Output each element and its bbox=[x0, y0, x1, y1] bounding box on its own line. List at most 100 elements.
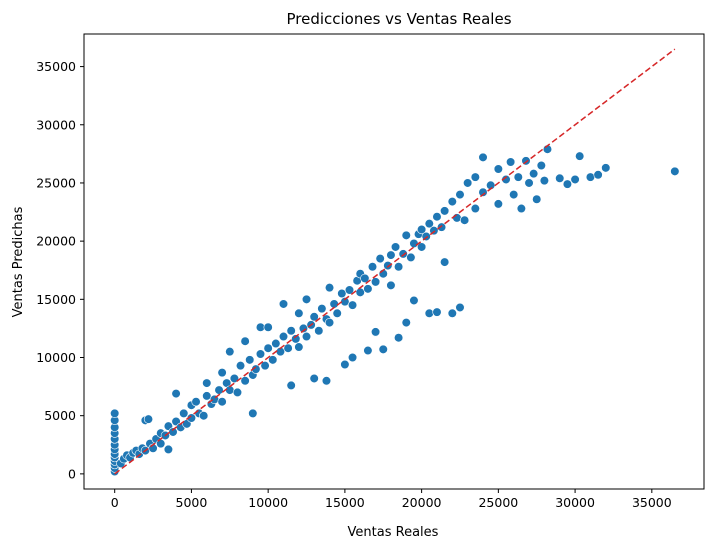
scatter-point bbox=[360, 273, 370, 283]
reference-line bbox=[114, 48, 676, 475]
scatter-point bbox=[240, 336, 250, 346]
scatter-point bbox=[294, 308, 304, 318]
scatter-point bbox=[263, 322, 273, 332]
scatter-point bbox=[401, 317, 411, 328]
scatter-point bbox=[324, 317, 335, 328]
scatter-point bbox=[394, 262, 404, 272]
x-tick-label: 30000 bbox=[555, 495, 595, 510]
plot-frame bbox=[83, 33, 705, 490]
scatter-point bbox=[268, 355, 278, 365]
y-tick-label: 20000 bbox=[36, 234, 76, 249]
scatter-point bbox=[478, 187, 488, 197]
scatter-point bbox=[601, 163, 611, 173]
scatter-point bbox=[436, 222, 447, 232]
scatter-point bbox=[278, 331, 289, 342]
scatter-point bbox=[110, 408, 120, 418]
scatter-point bbox=[447, 308, 457, 318]
scatter-point bbox=[179, 408, 189, 418]
scatter-point bbox=[432, 212, 442, 222]
scatter-point bbox=[529, 169, 539, 179]
scatter-point bbox=[455, 189, 465, 200]
scatter-point bbox=[240, 376, 250, 386]
scatter-point bbox=[232, 387, 243, 398]
y-axis-ticks: 0 5000 10000 15000 20000 25000 30000 35000 bbox=[36, 59, 84, 481]
scatter-point bbox=[470, 172, 480, 182]
y-tick-label: 10000 bbox=[36, 350, 76, 365]
scatter-point bbox=[370, 327, 381, 337]
scatter-point bbox=[459, 215, 470, 225]
scatter-point bbox=[245, 355, 255, 365]
scatter-point bbox=[470, 203, 480, 214]
scatter-point bbox=[347, 352, 358, 363]
scatter-point bbox=[521, 156, 531, 166]
scatter-point bbox=[324, 283, 335, 293]
y-tick-label: 35000 bbox=[36, 59, 76, 74]
scatter-point bbox=[321, 376, 332, 386]
scatter-point bbox=[202, 378, 212, 388]
scatter-point bbox=[355, 287, 365, 297]
scatter-point bbox=[440, 257, 450, 267]
scatter-point bbox=[493, 164, 503, 174]
scatter-point bbox=[463, 178, 473, 188]
scatter-point bbox=[347, 300, 358, 310]
scatter-point bbox=[199, 411, 209, 421]
scatter-point bbox=[390, 242, 401, 252]
scatter-point bbox=[337, 288, 347, 299]
x-tick-label: 20000 bbox=[402, 495, 442, 510]
scatter-point bbox=[283, 343, 293, 353]
scatter-point bbox=[406, 252, 416, 263]
scatter-point bbox=[509, 189, 519, 200]
scatter-point bbox=[417, 242, 427, 252]
scatter-point bbox=[513, 172, 523, 182]
scatter-point bbox=[536, 160, 546, 171]
x-tick-label: 10000 bbox=[248, 495, 288, 510]
scatter-point bbox=[394, 333, 404, 343]
scatter-point bbox=[409, 238, 419, 249]
y-tick-label: 5000 bbox=[44, 408, 76, 423]
scatter-point bbox=[452, 213, 462, 223]
data-points bbox=[110, 144, 680, 477]
scatter-point bbox=[386, 280, 396, 290]
y-tick-label: 15000 bbox=[36, 292, 76, 307]
x-tick-label: 35000 bbox=[632, 495, 672, 510]
scatter-point bbox=[260, 361, 270, 371]
scatter-point bbox=[309, 312, 319, 322]
scatter-point bbox=[539, 176, 549, 186]
scatter-point bbox=[235, 361, 246, 371]
scatter-point bbox=[401, 230, 411, 240]
scatter-point bbox=[248, 408, 258, 418]
scatter-point bbox=[294, 342, 304, 352]
scatter-point bbox=[383, 260, 393, 271]
scatter-point bbox=[424, 219, 434, 229]
scatter-point bbox=[432, 307, 442, 317]
scatter-point bbox=[417, 224, 427, 235]
scatter-point bbox=[506, 157, 516, 167]
scatter-point bbox=[516, 203, 526, 214]
scatter-point bbox=[478, 152, 488, 162]
scatter-point bbox=[263, 343, 273, 353]
scatter-point bbox=[378, 344, 388, 354]
x-axis-title: Ventas Reales bbox=[348, 525, 439, 540]
scatter-point bbox=[143, 414, 154, 424]
scatter-point bbox=[375, 253, 385, 264]
scatter-point bbox=[370, 277, 381, 287]
scatter-point bbox=[214, 385, 224, 395]
y-tick-label: 0 bbox=[68, 466, 76, 481]
scatter-point bbox=[314, 326, 324, 336]
x-tick-label: 0 bbox=[111, 495, 119, 510]
y-tick-label: 25000 bbox=[36, 175, 76, 190]
scatter-point bbox=[291, 334, 301, 344]
scatter-point bbox=[524, 178, 534, 188]
scatter-point bbox=[386, 250, 396, 260]
scatter-point bbox=[332, 308, 342, 318]
scatter-point bbox=[570, 174, 580, 185]
scatter-point bbox=[255, 349, 266, 359]
scatter-point bbox=[171, 388, 181, 399]
scatter-point bbox=[278, 299, 289, 309]
scatter-point bbox=[217, 368, 227, 378]
scatter-point bbox=[301, 294, 312, 304]
scatter-point bbox=[309, 373, 319, 384]
scatter-point bbox=[447, 196, 457, 207]
scatter-point bbox=[532, 194, 542, 204]
